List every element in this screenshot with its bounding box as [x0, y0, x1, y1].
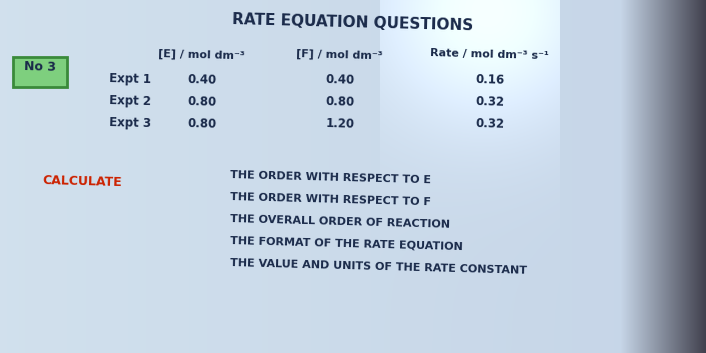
- Text: THE FORMAT OF THE RATE EQUATION: THE FORMAT OF THE RATE EQUATION: [229, 236, 462, 252]
- Text: [F] / mol dm⁻³: [F] / mol dm⁻³: [297, 49, 383, 61]
- Text: THE ORDER WITH RESPECT TO E: THE ORDER WITH RESPECT TO E: [229, 170, 431, 185]
- Text: RATE EQUATION QUESTIONS: RATE EQUATION QUESTIONS: [232, 12, 474, 33]
- Text: THE VALUE AND UNITS OF THE RATE CONSTANT: THE VALUE AND UNITS OF THE RATE CONSTANT: [229, 258, 527, 276]
- Text: 0.40: 0.40: [187, 73, 217, 86]
- Text: 0.80: 0.80: [325, 95, 354, 108]
- Text: Expt 3: Expt 3: [109, 116, 151, 131]
- Text: Expt 1: Expt 1: [109, 72, 151, 86]
- Text: 0.32: 0.32: [475, 116, 505, 130]
- Text: CALCULATE: CALCULATE: [42, 174, 122, 189]
- Text: Expt 2: Expt 2: [109, 95, 151, 108]
- Text: 0.80: 0.80: [187, 95, 217, 108]
- Text: [E] / mol dm⁻³: [E] / mol dm⁻³: [158, 49, 245, 61]
- Text: 0.40: 0.40: [325, 73, 354, 86]
- FancyBboxPatch shape: [13, 57, 67, 87]
- Text: 0.32: 0.32: [475, 95, 505, 108]
- Text: THE OVERALL ORDER OF REACTION: THE OVERALL ORDER OF REACTION: [229, 214, 450, 230]
- Text: No 3: No 3: [24, 60, 56, 73]
- Text: THE ORDER WITH RESPECT TO F: THE ORDER WITH RESPECT TO F: [229, 192, 431, 207]
- Text: 1.20: 1.20: [325, 116, 354, 130]
- Text: 0.80: 0.80: [187, 116, 217, 130]
- Text: Rate / mol dm⁻³ s⁻¹: Rate / mol dm⁻³ s⁻¹: [431, 48, 549, 61]
- Text: 0.16: 0.16: [475, 73, 505, 86]
